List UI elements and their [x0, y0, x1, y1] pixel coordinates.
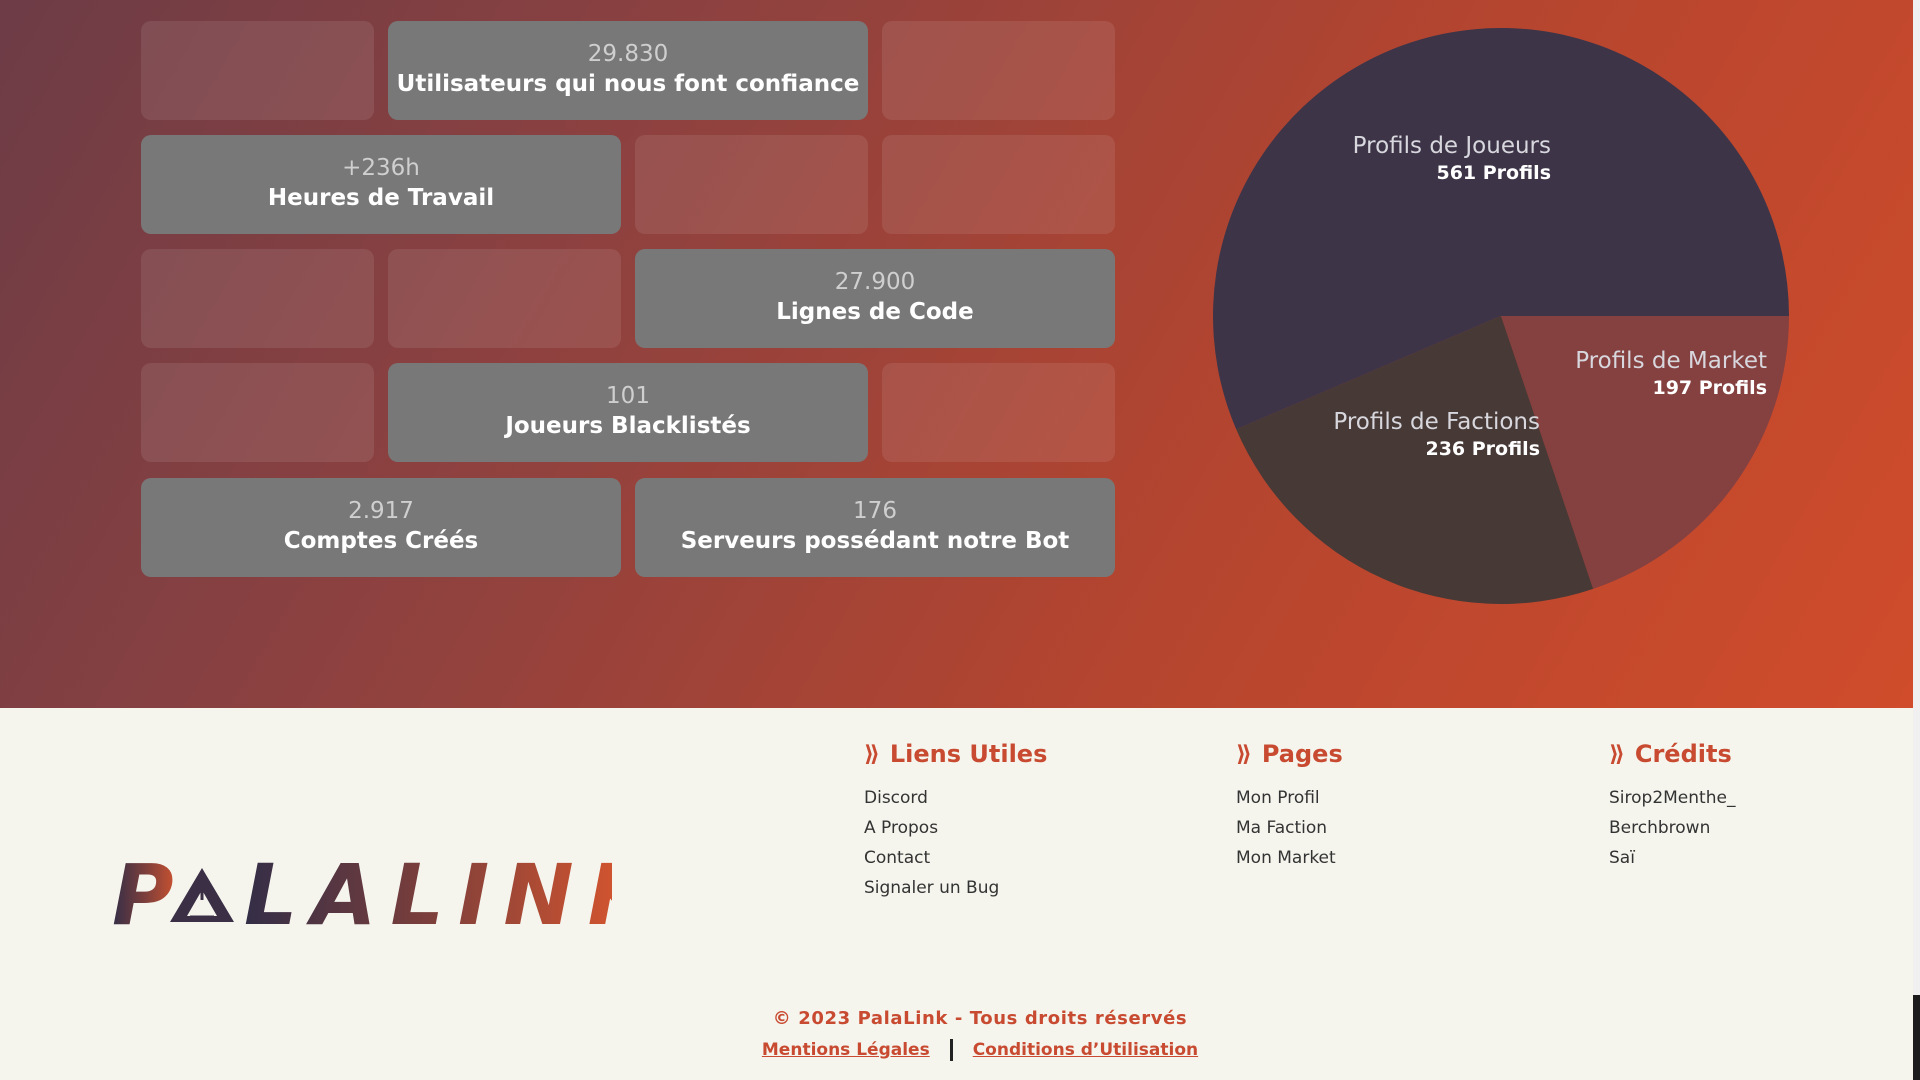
ghost-tile	[882, 21, 1115, 120]
legal-separator	[949, 1039, 953, 1061]
stat-value: 101	[606, 383, 650, 410]
stat-value: 29.830	[587, 41, 669, 68]
stat-label: Lignes de Code	[776, 298, 974, 325]
svg-text:P: P	[112, 856, 188, 936]
footer-link-credit[interactable]: Sirop2Menthe_	[1609, 788, 1736, 808]
slice-label-market: Profils de Market 197 Profils	[1575, 348, 1767, 400]
stat-tile-hours: +236h Heures de Travail	[141, 135, 621, 234]
footer-link-credit[interactable]: Berchbrown	[1609, 818, 1711, 838]
double-chevron-icon: ⟫	[1609, 741, 1625, 767]
pie-slice-profils-de-joueurs[interactable]	[1213, 28, 1789, 430]
footer-link-discord[interactable]: Discord	[864, 788, 928, 808]
footer-heading: ⟫ Liens Utiles	[864, 740, 1047, 768]
footer-heading-text: Crédits	[1634, 740, 1732, 768]
footer-heading: ⟫ Crédits	[1609, 740, 1735, 768]
ghost-tile	[388, 249, 621, 348]
stats-section: 29.830 Utilisateurs qui nous font confia…	[0, 0, 1913, 708]
stat-tile-servers: 176 Serveurs possédant notre Bot	[635, 478, 1115, 577]
ghost-tile	[141, 363, 374, 462]
pie-slice-profils-de-factions[interactable]	[1236, 316, 1594, 604]
pie-slice-profils-de-market[interactable]	[1501, 316, 1789, 589]
page-scrollbar-thumb[interactable]	[1913, 995, 1920, 1080]
slice-name: Profils de Joueurs	[1352, 133, 1551, 159]
footer-link-signaler-bug[interactable]: Signaler un Bug	[864, 878, 1000, 898]
stat-tile-users: 29.830 Utilisateurs qui nous font confia…	[388, 21, 868, 120]
footer-link-mon-profil[interactable]: Mon Profil	[1236, 788, 1320, 808]
stat-label: Serveurs possédant notre Bot	[680, 527, 1070, 554]
slice-name: Profils de Market	[1575, 348, 1767, 374]
slice-count: 236 Profils	[1425, 437, 1540, 460]
stat-label: Utilisateurs qui nous font confiance	[396, 70, 860, 97]
logo-wordmark: P LALINK	[112, 856, 612, 936]
footer-heading-text: Liens Utiles	[889, 740, 1048, 768]
conditions-utilisation-link[interactable]: Conditions d’Utilisation	[972, 1040, 1199, 1060]
stat-tile-accounts: 2.917 Comptes Créés	[141, 478, 621, 577]
slice-name: Profils de Factions	[1333, 409, 1540, 435]
stat-value: 27.900	[834, 269, 916, 296]
mentions-legales-link[interactable]: Mentions Légales	[761, 1040, 930, 1060]
pie-svg	[1213, 28, 1789, 604]
double-chevron-icon: ⟫	[1236, 741, 1252, 767]
stat-label: Joueurs Blacklistés	[505, 412, 751, 439]
footer-column-pages: ⟫ Pages Mon Profil Ma Faction Mon Market	[1236, 740, 1343, 878]
stat-label: Heures de Travail	[267, 184, 495, 211]
slice-label-joueurs: Profils de Joueurs 561 Profils	[1353, 133, 1551, 185]
footer-column-credits: ⟫ Crédits Sirop2Menthe_ Berchbrown Saï	[1609, 740, 1735, 878]
double-chevron-icon: ⟫	[864, 741, 880, 767]
ghost-tile	[141, 249, 374, 348]
footer-link-a-propos[interactable]: A Propos	[864, 818, 939, 838]
palalink-logo[interactable]: P LALINK	[112, 856, 612, 936]
ghost-tile	[635, 135, 868, 234]
ghost-tile	[141, 21, 374, 120]
stat-label: Comptes Créés	[283, 527, 479, 554]
ghost-tile	[882, 135, 1115, 234]
stat-value: 2.917	[348, 498, 414, 525]
footer-heading-text: Pages	[1261, 740, 1343, 768]
slice-label-factions: Profils de Factions 236 Profils	[1333, 409, 1540, 461]
footer-link-credit[interactable]: Saï	[1609, 848, 1635, 868]
stat-value: 176	[853, 498, 897, 525]
slice-count: 197 Profils	[1652, 376, 1767, 399]
stat-value: +236h	[342, 155, 420, 182]
footer-link-mon-market[interactable]: Mon Market	[1236, 848, 1336, 868]
site-footer: P LALINK ⟫ Liens Utiles Discord A Propos…	[0, 708, 1913, 1080]
legal-links: Mentions Légales Conditions d’Utilisatio…	[0, 1039, 1920, 1061]
page-scrollbar-track[interactable]	[1913, 0, 1920, 1080]
footer-heading: ⟫ Pages	[1236, 740, 1343, 768]
footer-link-contact[interactable]: Contact	[864, 848, 931, 868]
ghost-tile	[882, 363, 1115, 462]
footer-link-ma-faction[interactable]: Ma Faction	[1236, 818, 1328, 838]
svg-text:LALINK: LALINK	[244, 856, 612, 936]
profiles-pie-chart: Profils de Joueurs 561 Profils Profils d…	[1213, 28, 1789, 604]
stat-tile-code: 27.900 Lignes de Code	[635, 249, 1115, 348]
footer-column-liens-utiles: ⟫ Liens Utiles Discord A Propos Contact …	[864, 740, 1047, 908]
stat-tile-blacklist: 101 Joueurs Blacklistés	[388, 363, 868, 462]
copyright-text: © 2023 PalaLink - Tous droits réservés	[772, 1008, 1188, 1029]
slice-count: 561 Profils	[1436, 161, 1551, 184]
